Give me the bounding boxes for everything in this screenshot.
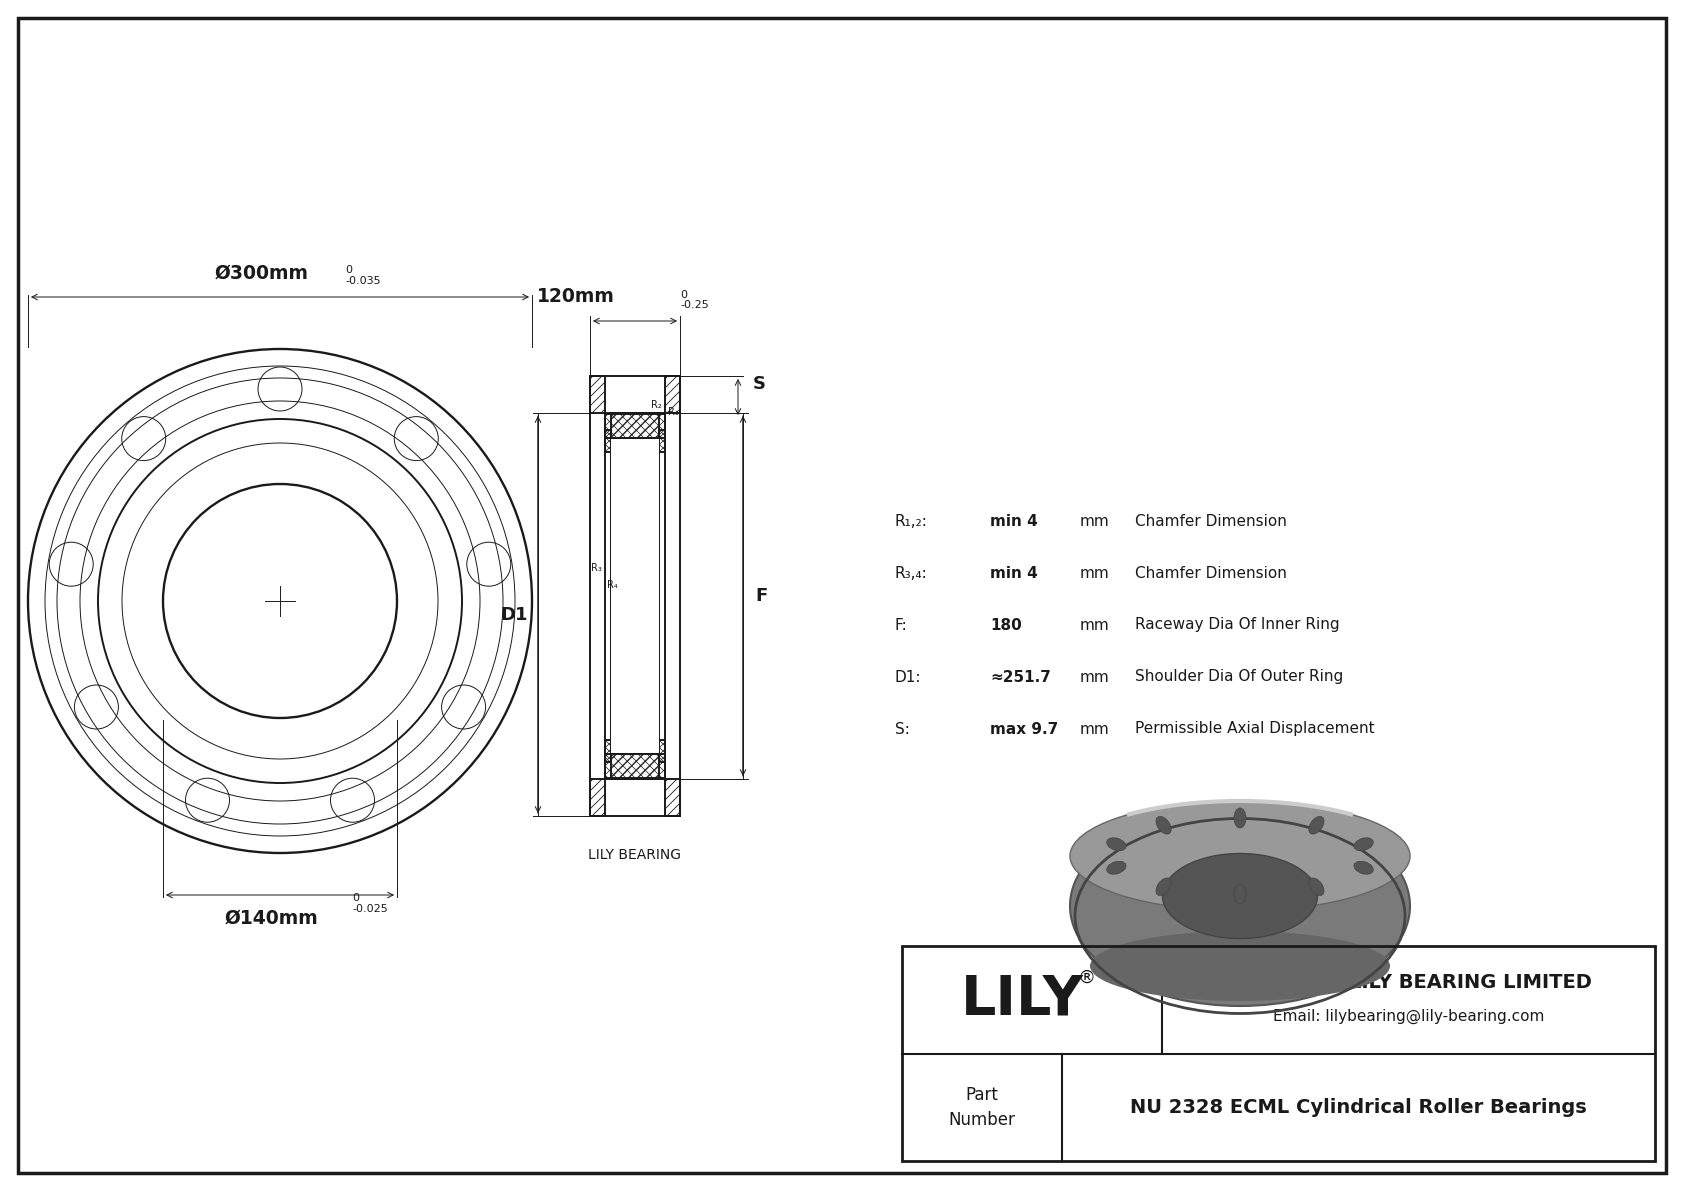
Ellipse shape [1308,878,1324,896]
Text: ≈251.7: ≈251.7 [990,669,1051,685]
Text: Chamfer Dimension: Chamfer Dimension [1135,566,1287,580]
Bar [589,376,605,413]
Text: -0.025: -0.025 [352,904,387,913]
Ellipse shape [1069,802,1410,911]
Bar [605,754,665,778]
Text: Raceway Dia Of Inner Ring: Raceway Dia Of Inner Ring [1135,617,1340,632]
Text: 120mm: 120mm [537,287,615,306]
Bar [611,413,658,439]
Text: Permissible Axial Displacement: Permissible Axial Displacement [1135,722,1374,736]
Bar [589,779,605,816]
Text: max 9.7: max 9.7 [990,722,1058,736]
Text: R₂: R₂ [652,400,662,410]
Text: ®: ® [1078,968,1096,987]
Text: mm: mm [1079,669,1110,685]
Text: SHANGHAI LILY BEARING LIMITED: SHANGHAI LILY BEARING LIMITED [1226,973,1591,992]
Text: D1: D1 [500,605,529,624]
Text: 0: 0 [345,266,352,275]
Text: mm: mm [1079,722,1110,736]
Text: Email: lilybearing@lily-bearing.com: Email: lilybearing@lily-bearing.com [1273,1009,1544,1024]
Ellipse shape [1354,861,1374,874]
Text: R₁: R₁ [669,407,679,417]
Ellipse shape [1155,878,1170,896]
Ellipse shape [1155,817,1170,834]
Ellipse shape [1234,807,1246,828]
Ellipse shape [1069,806,1410,1006]
Bar [665,779,680,816]
Text: mm: mm [1079,617,1110,632]
Bar [658,740,665,762]
Text: NU 2328 ECML Cylindrical Roller Bearings: NU 2328 ECML Cylindrical Roller Bearings [1130,1098,1586,1117]
Bar [903,946,1655,1161]
Text: -0.25: -0.25 [680,300,709,310]
Bar [611,439,658,753]
Bar [605,414,665,438]
Ellipse shape [1106,861,1127,874]
Ellipse shape [1308,817,1324,834]
Text: F: F [754,587,768,605]
Text: Chamfer Dimension: Chamfer Dimension [1135,513,1287,529]
Text: LILY BEARING: LILY BEARING [588,848,682,862]
Bar [658,430,665,453]
Text: mm: mm [1079,513,1110,529]
Text: Ø140mm: Ø140mm [226,909,318,928]
Ellipse shape [1106,837,1127,850]
Bar [665,376,680,413]
Text: 0: 0 [352,893,359,903]
Text: S: S [753,375,766,393]
Text: Ø300mm: Ø300mm [216,264,308,283]
Text: LILY: LILY [960,973,1083,1027]
Ellipse shape [1162,854,1317,939]
Text: min 4: min 4 [990,566,1037,580]
Text: D1:: D1: [894,669,921,685]
Text: R₃,₄:: R₃,₄: [894,566,928,580]
Text: F:: F: [894,617,908,632]
Text: R₁,₂:: R₁,₂: [894,513,928,529]
Ellipse shape [1090,931,1389,1000]
Bar [605,740,611,762]
Text: R₄: R₄ [606,580,618,590]
Ellipse shape [1234,884,1246,904]
Text: min 4: min 4 [990,513,1037,529]
Bar [611,753,658,779]
Bar [605,430,611,453]
Text: -0.035: -0.035 [345,276,381,286]
Ellipse shape [1354,837,1374,850]
Text: mm: mm [1079,566,1110,580]
Text: 180: 180 [990,617,1022,632]
Text: Shoulder Dia Of Outer Ring: Shoulder Dia Of Outer Ring [1135,669,1344,685]
Text: R₃: R₃ [591,563,601,573]
Text: 0: 0 [680,289,687,300]
Text: S:: S: [894,722,909,736]
Text: Part
Number: Part Number [948,1086,1015,1129]
